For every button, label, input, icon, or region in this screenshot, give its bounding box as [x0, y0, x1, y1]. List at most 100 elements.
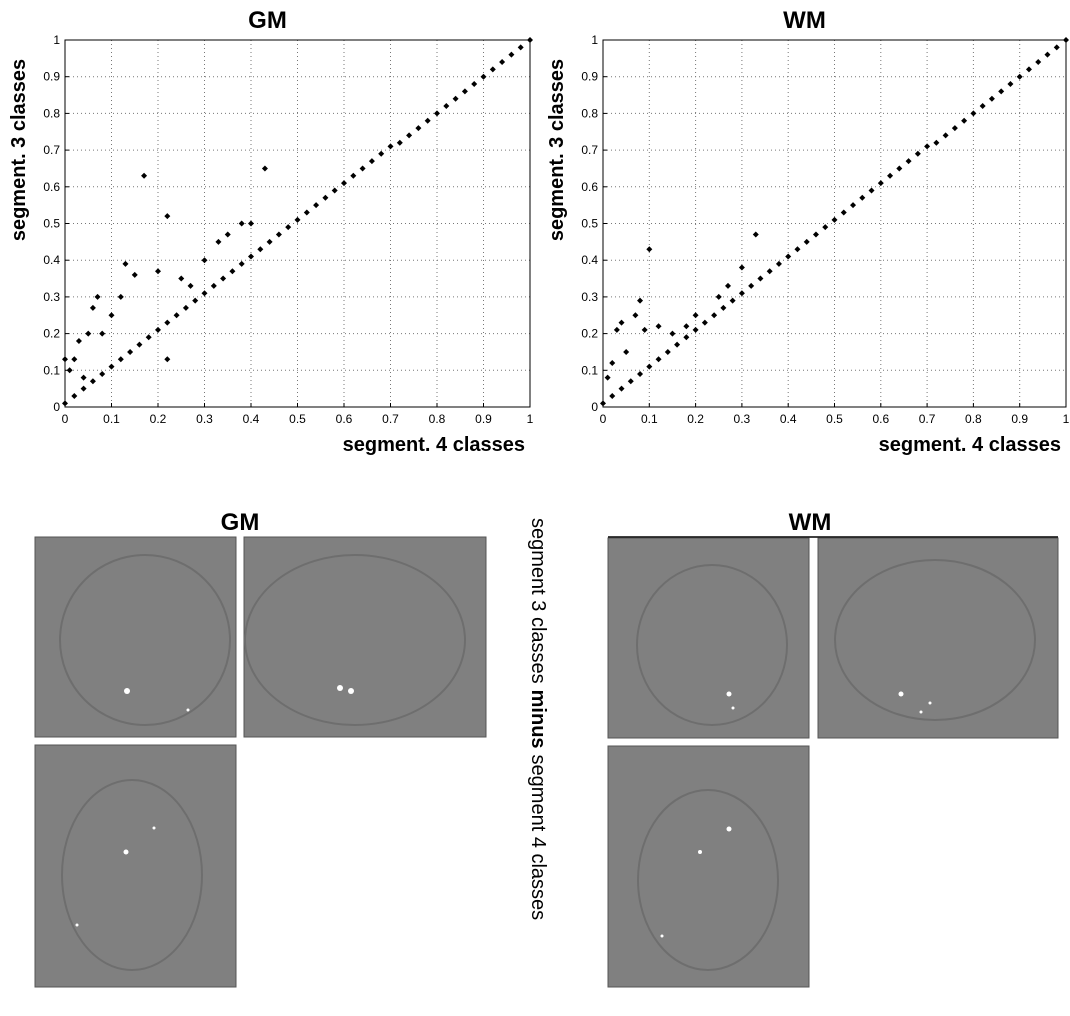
x-tick-label: 0.8	[429, 412, 446, 426]
scatter-point	[720, 304, 727, 311]
plot-frame	[64, 39, 531, 408]
scatter-point	[609, 359, 616, 366]
scatter-point	[499, 59, 506, 66]
scatter-point	[794, 246, 801, 253]
x-tick-label: 0.5	[289, 412, 306, 426]
scatter-point	[669, 330, 676, 337]
scatter-point	[266, 238, 273, 245]
scatter-point	[99, 330, 106, 337]
y-tick-label: 0.9	[43, 70, 60, 84]
scatter-point	[1007, 81, 1014, 88]
scatter-point	[434, 110, 440, 117]
scatter-point	[1044, 51, 1051, 58]
scatter-point	[452, 95, 459, 102]
scatter-point	[210, 282, 217, 289]
x-tick-label: 0.2	[687, 412, 704, 426]
scatter-point	[655, 356, 662, 363]
scatter-point	[285, 224, 292, 231]
scatter-point	[275, 231, 282, 238]
scatter-point	[775, 260, 782, 267]
scatter-point	[89, 378, 96, 385]
panel-title: WM	[789, 509, 832, 536]
scatter-point	[914, 150, 921, 157]
scatter-point	[331, 187, 338, 194]
scatter-point	[71, 356, 78, 363]
scatter-point	[80, 374, 87, 381]
scatter-point	[970, 110, 977, 117]
y-tick-label: 1	[591, 33, 598, 47]
x-tick-label: 0	[600, 412, 607, 426]
scatter-point	[94, 293, 101, 300]
y-tick-label: 0.1	[581, 363, 598, 377]
scatter-point	[141, 172, 148, 179]
scatter-point	[322, 194, 329, 201]
y-tick-label: 0.5	[43, 217, 60, 231]
x-tick-label: 0.9	[475, 412, 492, 426]
scatter-point	[1035, 59, 1042, 66]
scatter-point	[812, 231, 819, 238]
x-tick-label: 0.9	[1011, 412, 1028, 426]
scatter-point	[664, 348, 671, 355]
scatter-point	[600, 400, 606, 407]
scatter-point	[674, 341, 681, 348]
brain-image	[817, 537, 1059, 739]
scatter-point	[715, 293, 722, 300]
scatter-point	[604, 374, 611, 381]
brain-outline	[59, 554, 1036, 971]
scatter-point	[924, 143, 931, 150]
scatter-point	[850, 202, 857, 209]
scatter-point	[711, 312, 718, 319]
y-tick-label: 0	[53, 400, 60, 414]
scatter-point	[164, 213, 171, 220]
scatter-point	[618, 319, 625, 326]
scatter-point	[637, 370, 644, 377]
scatter-point	[471, 81, 478, 88]
scatter-point	[164, 319, 171, 326]
side-label-part: minus	[527, 690, 549, 749]
scatter-point	[683, 323, 690, 330]
scatter-point	[896, 165, 903, 172]
brain-image	[243, 536, 487, 738]
y-tick-label: 0.6	[43, 180, 60, 194]
scatter-point	[725, 282, 732, 289]
scatter-point	[822, 224, 829, 231]
plot-area	[603, 40, 1066, 407]
scatter-point	[683, 334, 690, 341]
y-tick-label: 0.3	[43, 290, 60, 304]
scatter-point	[201, 290, 208, 297]
scatter-point	[108, 312, 115, 319]
scatter-point	[127, 348, 134, 355]
chart-title: GM	[248, 7, 287, 34]
x-tick-label: 0.4	[243, 412, 260, 426]
x-axis-label: segment. 4 classes	[879, 434, 1061, 456]
y-tick-label: 0.9	[581, 70, 598, 84]
x-tick-label: 1	[1063, 412, 1070, 426]
y-tick-label: 0.4	[581, 253, 598, 267]
scatter-point	[905, 158, 912, 165]
scatter-point	[415, 125, 422, 132]
scatter-point	[803, 238, 810, 245]
scatter-point	[508, 51, 515, 58]
scatter-point	[461, 88, 468, 95]
scatter-point	[637, 297, 644, 304]
x-tick-label: 0.7	[382, 412, 399, 426]
scatter-point	[341, 180, 347, 187]
x-tick-label: 0.1	[641, 412, 658, 426]
scatter-point	[248, 253, 254, 260]
scatter-point	[443, 103, 450, 110]
scatter-point	[359, 165, 366, 172]
brain-image	[34, 536, 237, 738]
scatter-point	[517, 44, 524, 51]
scatter-point	[701, 319, 708, 326]
scatter-point	[75, 337, 82, 344]
scatter-point	[178, 275, 185, 282]
y-tick-label: 1	[53, 33, 60, 47]
scatter-point	[303, 209, 310, 216]
scatter-point	[632, 312, 639, 319]
scatter-point	[294, 216, 301, 223]
scatter-point	[238, 260, 245, 267]
scatter-point	[117, 293, 124, 300]
scatter-point	[979, 103, 986, 110]
scatter-point	[122, 260, 129, 267]
panel-title: GM	[221, 509, 260, 536]
